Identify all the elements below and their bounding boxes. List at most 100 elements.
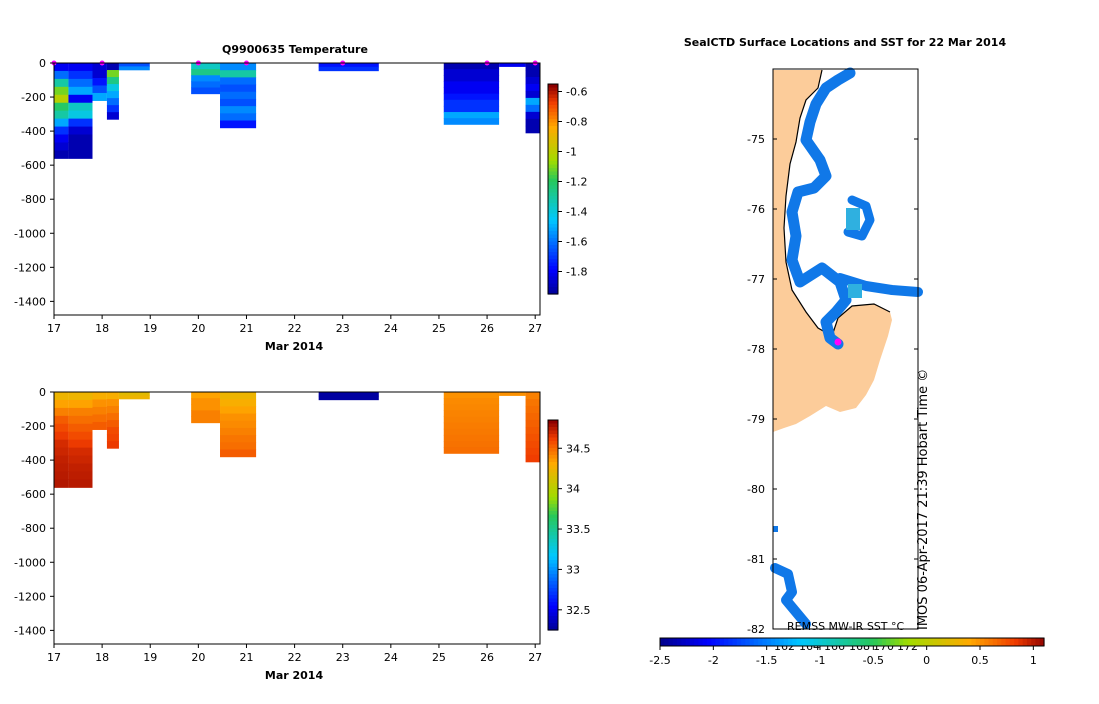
sst-colorbar-segment — [941, 638, 947, 646]
x-tick-label: 26 — [480, 322, 494, 335]
colorbar-segment — [548, 136, 558, 141]
profile-10-cell-2 — [525, 405, 540, 414]
colorbar-segment — [548, 493, 558, 498]
colorbar-segment — [548, 616, 558, 621]
sst-colorbar-segment — [660, 638, 665, 646]
profile-8-cell-4 — [443, 416, 500, 424]
profile-0-cell-10 — [54, 471, 69, 480]
colorbar-segment — [548, 287, 558, 292]
colorbar-segment — [548, 434, 558, 439]
sst-colorbar-segment — [907, 638, 913, 646]
sst-colorbar-segment — [992, 638, 998, 646]
colorbar-segment — [548, 532, 558, 537]
profile-6-cell-3 — [220, 413, 257, 422]
colorbar-tick-label: -0.8 — [566, 116, 587, 129]
profile-6-cell-5 — [220, 427, 257, 436]
sst-colorbar-segment — [711, 638, 717, 646]
temperature-x-ticks: 17 18 19 20 21 22 23 24 25 26 27 — [47, 315, 542, 335]
sst-warm-patch-ross-sea — [848, 284, 862, 298]
colorbar-segment — [548, 178, 558, 183]
profile-5-cell-3 — [191, 81, 221, 89]
profile-5-cell-1 — [191, 398, 221, 405]
sst-colorbar-tick-label: -2 — [708, 654, 719, 667]
colorbar-segment — [548, 210, 558, 215]
colorbar-segment — [548, 441, 558, 446]
sst-colorbar-segment — [890, 638, 896, 646]
profile-0-cell-0 — [54, 63, 69, 72]
sst-colorbar-segment — [677, 638, 682, 646]
profile-0-cell-11 — [54, 479, 69, 488]
sst-colorbar-segment — [852, 638, 857, 646]
sst-cold-water-south — [770, 563, 811, 629]
colorbar-segment — [548, 203, 558, 208]
sst-colorbar-tick-label: -0.5 — [863, 654, 884, 667]
profile-5-cell-0 — [191, 392, 221, 399]
profile-3-cell-7 — [106, 441, 119, 449]
profile-6-cell-4 — [220, 91, 257, 100]
sst-colorbar-segment — [762, 638, 768, 646]
x-tick-label: 19 — [143, 651, 157, 664]
sst-colorbar-segment — [1022, 638, 1028, 646]
profile-5-cell-0 — [191, 63, 221, 70]
profile-3-cell-5 — [106, 98, 119, 106]
sst-colorbar-segment — [817, 638, 823, 646]
sst-colorbar-segment — [715, 638, 721, 646]
x-tick-label: 25 — [432, 651, 446, 664]
sst-colorbar-segment — [745, 638, 751, 646]
colorbar-segment — [548, 122, 558, 127]
colorbar-segment — [548, 546, 558, 551]
profile-10-cell-7 — [525, 440, 540, 449]
profile-6-cell-1 — [220, 399, 257, 407]
colorbar-segment — [548, 140, 558, 145]
x-tick-label: 25 — [432, 322, 446, 335]
profile-5-cell-4 — [191, 87, 221, 95]
y-tick-label: -400 — [21, 454, 46, 467]
colorbar-segment — [548, 182, 558, 187]
colorbar-segment — [548, 420, 558, 425]
sst-cold-water-patch — [843, 195, 875, 241]
colorbar-segment — [548, 112, 558, 117]
colorbar-segment — [548, 518, 558, 523]
colorbar-segment — [548, 556, 558, 561]
y-tick-label: -1000 — [14, 556, 46, 569]
x-tick-label: 23 — [336, 322, 350, 335]
profile-5-cell-2 — [191, 75, 221, 82]
profile-6-cell-4 — [220, 420, 257, 429]
colorbar-tick-label: 33 — [566, 563, 580, 576]
colorbar-segment — [548, 462, 558, 467]
y-tick-label: -1200 — [14, 261, 46, 274]
profile-1-cell-11 — [68, 150, 93, 159]
sst-colorbar-segment — [911, 638, 917, 646]
profile-0-cell-5 — [54, 431, 69, 441]
colorbar-segment — [548, 574, 558, 579]
profile-3-cell-3 — [106, 413, 119, 421]
sst-colorbar-segment — [928, 638, 934, 646]
colorbar-tick-label: 32.5 — [566, 604, 591, 617]
salinity-panel: 0 -200 -400 -600 -800 -1000 -1200 -1400 17 18 19 2… — [14, 386, 590, 682]
temperature-y-ticks: 0 -200 -400 -600 -800 -1000 -1200 -1400 — [14, 57, 54, 308]
sst-colorbar-segment — [1031, 638, 1037, 646]
sst-warm-patch — [846, 208, 860, 230]
sst-colorbar-segment — [753, 638, 759, 646]
y-tick-label: -800 — [21, 193, 46, 206]
colorbar-segment — [548, 143, 558, 148]
x-tick-label: 17 — [47, 322, 61, 335]
sst-colorbar-segment — [975, 638, 981, 646]
sst-colorbar-segment — [945, 638, 951, 646]
y-tick-label: 0 — [39, 386, 46, 399]
x-tick-label: 21 — [239, 322, 253, 335]
profile-6-cell-0 — [220, 392, 257, 400]
land-mass — [773, 70, 892, 432]
colorbar-segment — [548, 584, 558, 589]
profile-0-cell-8 — [54, 126, 69, 136]
x-tick-label: 20 — [191, 651, 205, 664]
colorbar-segment — [548, 504, 558, 509]
profile-2-cell-2 — [92, 77, 107, 86]
colorbar-segment — [548, 514, 558, 519]
profile-8-cell-6 — [443, 99, 500, 107]
profile-0-cell-2 — [54, 407, 69, 417]
colorbar-frame — [547, 83, 559, 295]
sst-colorbar-segment — [779, 638, 785, 646]
y-tick-label: -600 — [21, 488, 46, 501]
lat-tick-label: -75 — [747, 133, 765, 146]
